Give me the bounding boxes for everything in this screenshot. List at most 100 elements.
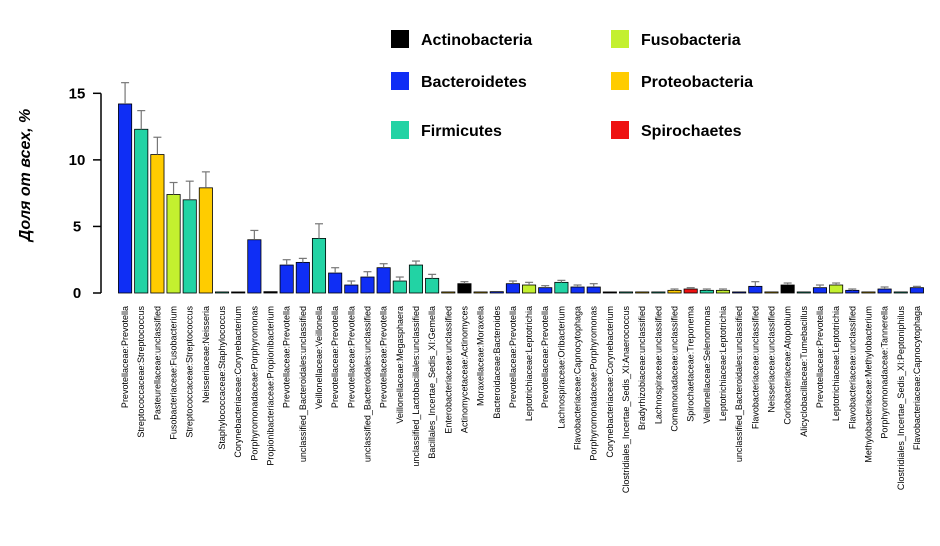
bar bbox=[829, 284, 844, 294]
bar bbox=[344, 284, 359, 294]
x-tick-label: Clostridiales_Incertae_Sedis_XI:Anaeroco… bbox=[621, 306, 631, 494]
x-tick-label: Corynebacteriaceae:Corynebacterium bbox=[233, 306, 243, 458]
x-tick-labels: Prevotellaceae:Prevotella Streptococcacea… bbox=[120, 306, 922, 494]
x-tick-label: Porphyromonadaceae:Porphyromonas bbox=[249, 306, 259, 461]
legend-swatch-bacteroidetes bbox=[391, 72, 409, 90]
bar bbox=[764, 291, 779, 294]
bar bbox=[570, 286, 585, 294]
legend-swatch-proteobacteria bbox=[611, 72, 629, 90]
x-tick-label: Propionibacteriaceae:Propionibacterium bbox=[266, 306, 276, 466]
x-tick-label: Corynebacteriaceae:Corynebacterium bbox=[605, 306, 615, 458]
legend-swatch-actinobacteria bbox=[391, 30, 409, 48]
y-tick-label: 15 bbox=[69, 85, 86, 102]
bar bbox=[651, 291, 666, 294]
bar bbox=[619, 291, 634, 294]
error-bars bbox=[121, 82, 921, 291]
x-tick-label: Leptotrichiaceae:Leptotrichia bbox=[524, 306, 534, 421]
bar bbox=[295, 261, 310, 294]
x-tick-label: Veillonellaceae:Veillonella bbox=[314, 306, 324, 409]
legend-swatch-fusobacteria bbox=[611, 30, 629, 48]
x-tick-label: Enterobacteriaceae:unclassified bbox=[443, 306, 453, 434]
bar bbox=[408, 264, 423, 294]
bar bbox=[893, 291, 908, 294]
x-tick-label: Porphyromonadaceae:Porphyromonas bbox=[589, 306, 599, 461]
bar bbox=[812, 287, 827, 294]
x-tick-label: Fusobacteriaceae:Fusobacterium bbox=[169, 306, 179, 440]
x-tick-label: Leptotrichiaceae:Leptotrichia bbox=[718, 306, 728, 421]
x-tick-label: Flavobacteriaceae:unclassified bbox=[847, 306, 857, 429]
x-tick-label: Lachnospiraceae:unclassified bbox=[653, 306, 663, 424]
legend-label-firmicutes: Firmicutes bbox=[421, 123, 502, 140]
x-tick-label: Neisseriaceae:unclassified bbox=[766, 306, 776, 413]
x-tick-label: Prevotellaceae:Prevotella bbox=[379, 306, 389, 408]
x-tick-label: Staphylococcaceae:Staphylococcus bbox=[217, 306, 227, 450]
bar bbox=[635, 291, 650, 294]
bar bbox=[263, 291, 278, 294]
x-tick-label: unclassified_Bacteroidales:unclassified bbox=[734, 306, 744, 462]
x-tick-label: Porphyromonadaceae:Tannerella bbox=[880, 306, 890, 439]
y-tick-label: 5 bbox=[73, 218, 81, 235]
legend-label-actinobacteria: Actinobacteria bbox=[421, 32, 532, 49]
legend-swatch-firmicutes bbox=[391, 121, 409, 139]
bar bbox=[425, 277, 440, 294]
x-tick-label: Prevotellaceae:Prevotella bbox=[508, 306, 518, 408]
bar bbox=[667, 289, 682, 294]
x-tick-label: Coriobacteriaceae:Atopobium bbox=[783, 306, 793, 425]
bar bbox=[845, 289, 860, 294]
x-tick-label: Moraxellaceae:Moraxella bbox=[476, 306, 486, 406]
bar bbox=[522, 284, 537, 294]
bar bbox=[586, 286, 601, 294]
legend: Actinobacteria Fusobacteria Bacteroidetes P… bbox=[391, 30, 753, 140]
legend-label-spirochaetes: Spirochaetes bbox=[641, 123, 742, 140]
bar bbox=[909, 287, 924, 294]
legend-label-bacteroidetes: Bacteroidetes bbox=[421, 74, 527, 91]
bars bbox=[118, 103, 924, 294]
y-axis: 0 5 10 15 bbox=[69, 85, 102, 302]
x-tick-label: Pasteurellaceae:unclassified bbox=[152, 306, 162, 420]
bar bbox=[796, 291, 811, 294]
bar bbox=[150, 154, 165, 294]
x-tick-label: Neisseriaceae:Neisseria bbox=[201, 306, 211, 403]
x-tick-label: Leptotrichiaceae:Leptotrichia bbox=[831, 306, 841, 421]
bar bbox=[699, 289, 714, 294]
bar bbox=[247, 239, 262, 294]
x-tick-label: Veillonellaceae:Selenomonas bbox=[702, 306, 712, 424]
legend-label-fusobacteria: Fusobacteria bbox=[641, 32, 741, 49]
x-tick-label: Prevotellaceae:Prevotella bbox=[330, 306, 340, 408]
bar bbox=[505, 283, 520, 294]
x-tick-label: unclassified_Lactobacillales:unclassifie… bbox=[411, 306, 421, 467]
legend-label-proteobacteria: Proteobacteria bbox=[641, 74, 753, 91]
bar bbox=[441, 291, 456, 294]
bar bbox=[215, 291, 230, 294]
bar bbox=[198, 187, 213, 294]
bar bbox=[473, 291, 488, 294]
bar bbox=[231, 291, 246, 294]
x-tick-label: unclassified_Bacteroidales:unclassified bbox=[298, 306, 308, 462]
x-tick-label: Prevotellaceae:Prevotella bbox=[815, 306, 825, 408]
x-tick-label: Flavobacteriaceae:Capnocytophaga bbox=[573, 306, 583, 450]
x-tick-label: Flavobacteriaceae:Capnocytophaga bbox=[912, 306, 922, 450]
x-tick-label: Comamonadaceae:unclassified bbox=[670, 306, 680, 432]
x-tick-label: Flavobacteriaceae:unclassified bbox=[750, 306, 760, 429]
x-tick-label: Bacteroidaceae:Bacteroides bbox=[492, 306, 502, 419]
x-tick-label: Prevotellaceae:Prevotella bbox=[346, 306, 356, 408]
y-axis-label: Доля от всех, % bbox=[17, 109, 34, 243]
bar bbox=[311, 238, 327, 294]
legend-swatch-spirochaetes bbox=[611, 121, 629, 139]
bar bbox=[457, 283, 472, 294]
bar bbox=[554, 281, 569, 294]
bar bbox=[328, 272, 343, 294]
x-tick-label: Prevotellaceae:Prevotella bbox=[282, 306, 292, 408]
x-tick-label: Clostridiales_Incertae_Sedis_XI:Peptonip… bbox=[896, 306, 906, 491]
bar bbox=[861, 291, 876, 294]
bar bbox=[602, 291, 617, 294]
x-tick-label: Prevotellaceae:Prevotella bbox=[120, 306, 130, 408]
bar bbox=[118, 103, 133, 294]
bar bbox=[748, 285, 763, 294]
bar bbox=[732, 291, 747, 294]
bar bbox=[182, 199, 197, 294]
y-tick-label: 0 bbox=[73, 285, 81, 302]
bar bbox=[780, 284, 795, 294]
bar bbox=[166, 194, 181, 294]
bar bbox=[376, 267, 391, 294]
